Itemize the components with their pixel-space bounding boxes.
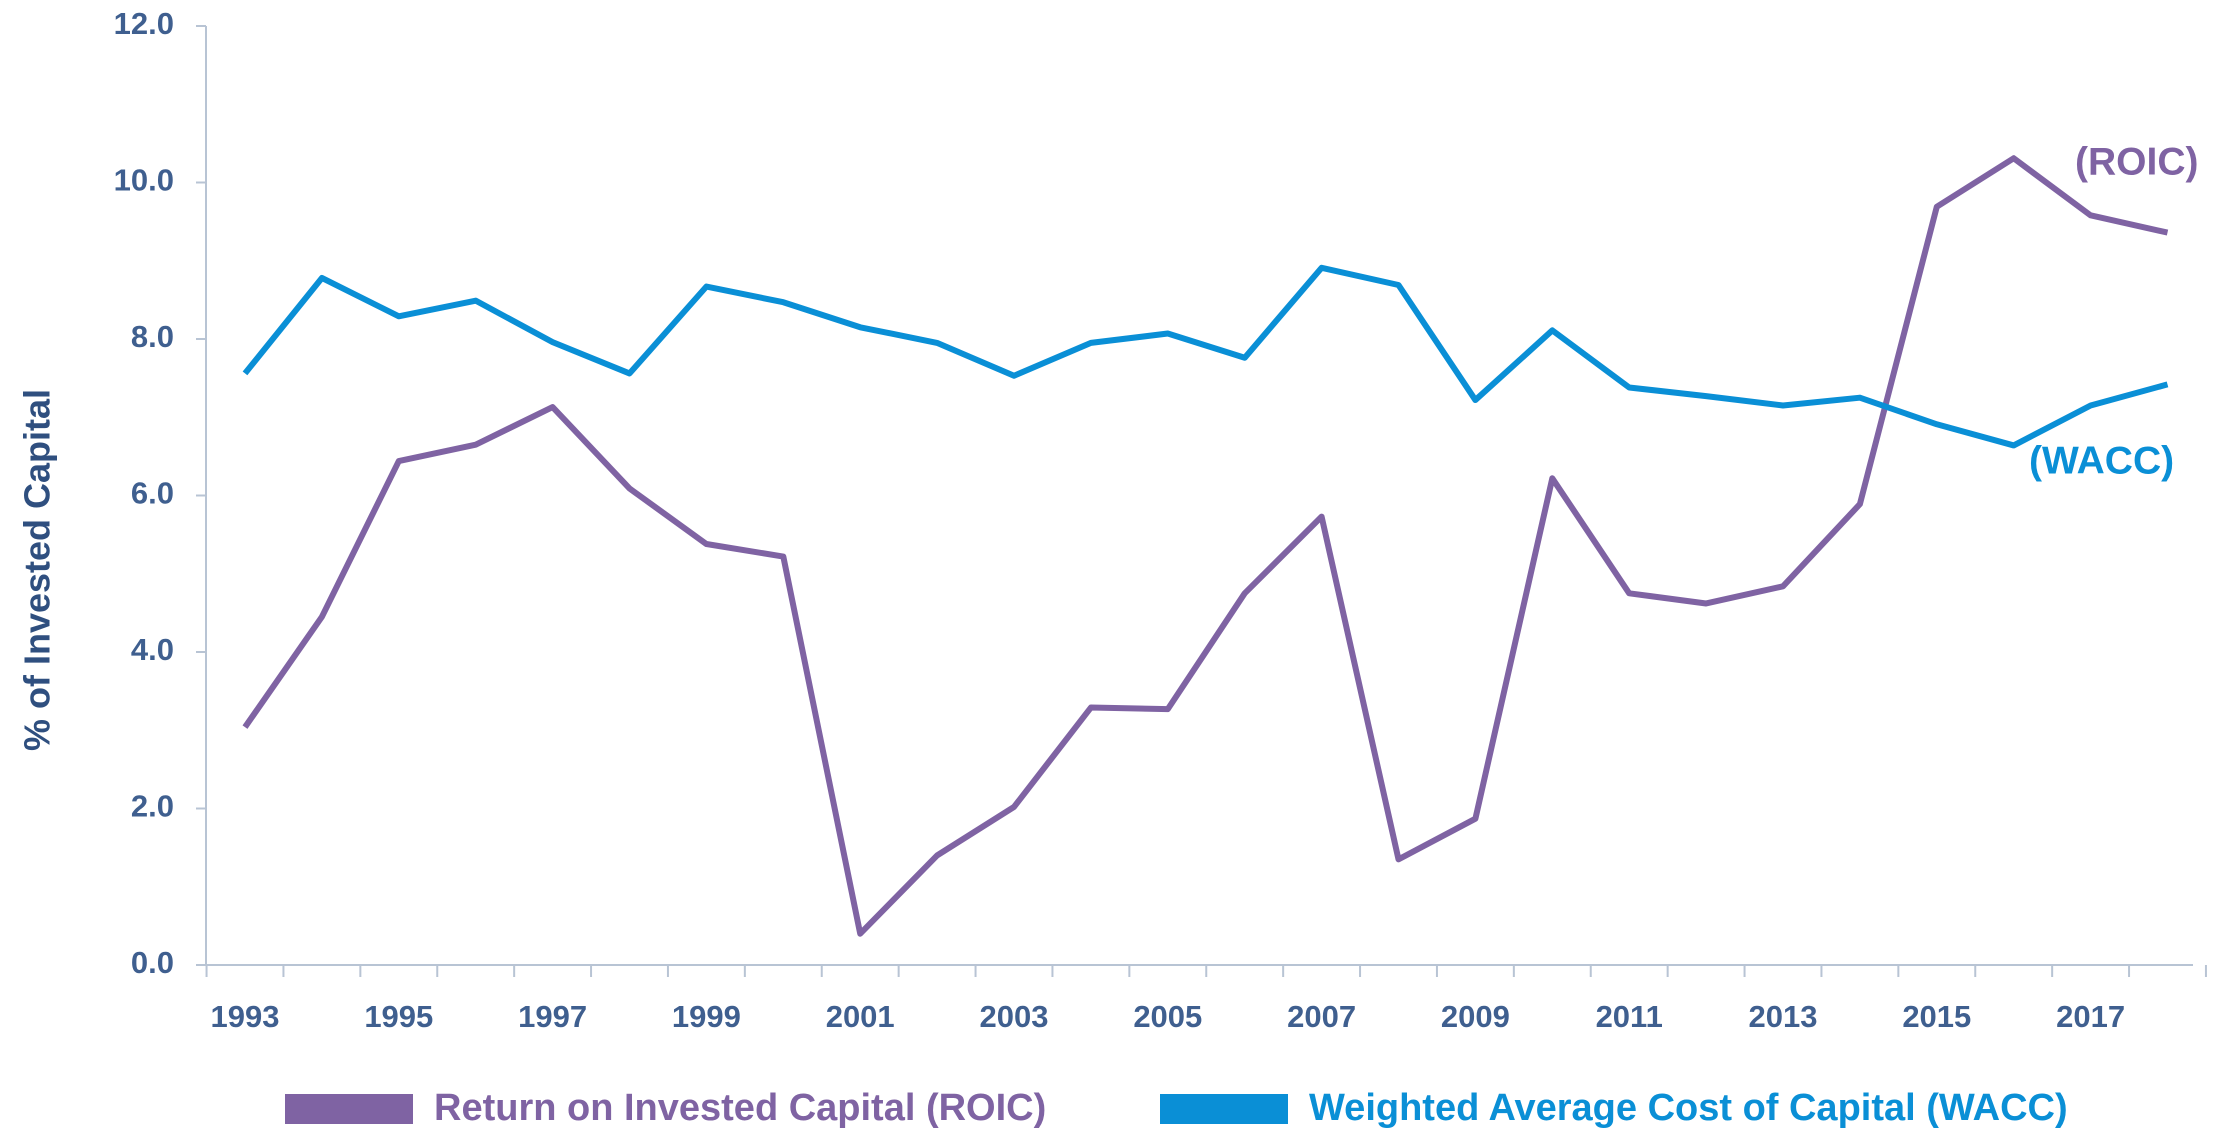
x-tick-label: 1993 bbox=[211, 999, 280, 1034]
y-tick-label: 6.0 bbox=[131, 476, 174, 511]
y-tick-label: 4.0 bbox=[131, 632, 174, 667]
x-tick-label: 1997 bbox=[518, 999, 587, 1034]
x-tick-label: 2017 bbox=[2056, 999, 2125, 1034]
annotation: (WACC) bbox=[2029, 439, 2174, 482]
legend-swatch bbox=[285, 1094, 413, 1124]
y-axis-title: % of Invested Capital bbox=[17, 389, 58, 751]
series-line bbox=[242, 155, 2169, 937]
x-tick-label: 2011 bbox=[1596, 999, 1663, 1034]
x-tick-label: 2015 bbox=[1902, 999, 1971, 1034]
y-tick-label: 0.0 bbox=[131, 945, 174, 980]
legend-label: Return on Invested Capital (ROIC) bbox=[434, 1087, 1046, 1129]
x-tick-label: 2005 bbox=[1133, 999, 1202, 1034]
x-tick-label: 2009 bbox=[1441, 999, 1510, 1034]
y-tick-label: 10.0 bbox=[114, 163, 174, 198]
y-tick-label: 2.0 bbox=[131, 789, 174, 824]
x-tick-label: 2003 bbox=[980, 999, 1049, 1034]
x-tick-label: 1999 bbox=[672, 999, 741, 1034]
x-tick-label: 2007 bbox=[1287, 999, 1356, 1034]
x-tick-label: 2013 bbox=[1749, 999, 1818, 1034]
y-tick-label: 8.0 bbox=[131, 319, 174, 354]
legend-label: Weighted Average Cost of Capital (WACC) bbox=[1309, 1087, 2068, 1129]
x-tick-label: 1995 bbox=[364, 999, 433, 1034]
y-tick-label: 12.0 bbox=[114, 6, 174, 41]
legend-swatch bbox=[1160, 1094, 1288, 1124]
x-tick-label: 2001 bbox=[826, 999, 895, 1034]
annotation: (ROIC) bbox=[2075, 140, 2198, 183]
series-line bbox=[242, 264, 2169, 449]
